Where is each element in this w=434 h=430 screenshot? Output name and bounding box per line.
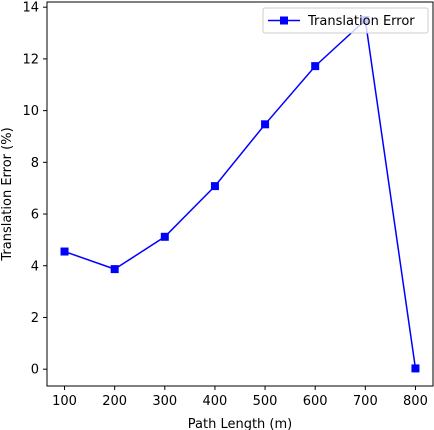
legend: Translation Error xyxy=(262,7,429,34)
x-tick-label: 800 xyxy=(403,394,428,409)
y-tick-label: 14 xyxy=(22,1,39,16)
x-tick-label: 700 xyxy=(353,394,378,409)
y-tick-label: 8 xyxy=(31,156,39,171)
legend-marker-swatch xyxy=(280,16,288,25)
y-tick-label: 6 xyxy=(31,208,39,223)
x-tick-label: 200 xyxy=(102,394,127,409)
x-tick-label: 300 xyxy=(152,394,177,409)
data-point xyxy=(160,232,169,241)
data-point xyxy=(311,62,320,71)
x-axis-label: Path Length (m) xyxy=(188,417,292,430)
data-point xyxy=(210,182,219,191)
y-axis-label: Translation Error (%) xyxy=(0,127,15,261)
y-tick-label: 4 xyxy=(31,259,39,274)
data-point xyxy=(110,265,119,274)
y-tick-label: 12 xyxy=(22,52,39,67)
y-tick-label: 10 xyxy=(22,104,39,119)
series-line xyxy=(64,18,417,369)
legend-label: Translation Error xyxy=(307,14,415,29)
data-point xyxy=(411,364,420,373)
plot-frame xyxy=(46,1,434,387)
x-tick-label: 600 xyxy=(303,394,328,409)
x-tick-label: 100 xyxy=(52,394,77,409)
x-axis-ticks: 100 200 300 400 500 600 700 800 xyxy=(52,386,428,409)
x-tick-label: 400 xyxy=(203,394,228,409)
y-tick-label: 2 xyxy=(31,311,39,326)
y-tick-label: 0 xyxy=(31,363,39,378)
data-point xyxy=(261,120,270,129)
y-axis-ticks: 0 2 4 6 8 10 12 14 xyxy=(22,1,47,378)
x-tick-label: 500 xyxy=(253,394,278,409)
data-point xyxy=(60,247,69,256)
series-layer xyxy=(60,16,420,373)
legend-box xyxy=(262,7,429,34)
